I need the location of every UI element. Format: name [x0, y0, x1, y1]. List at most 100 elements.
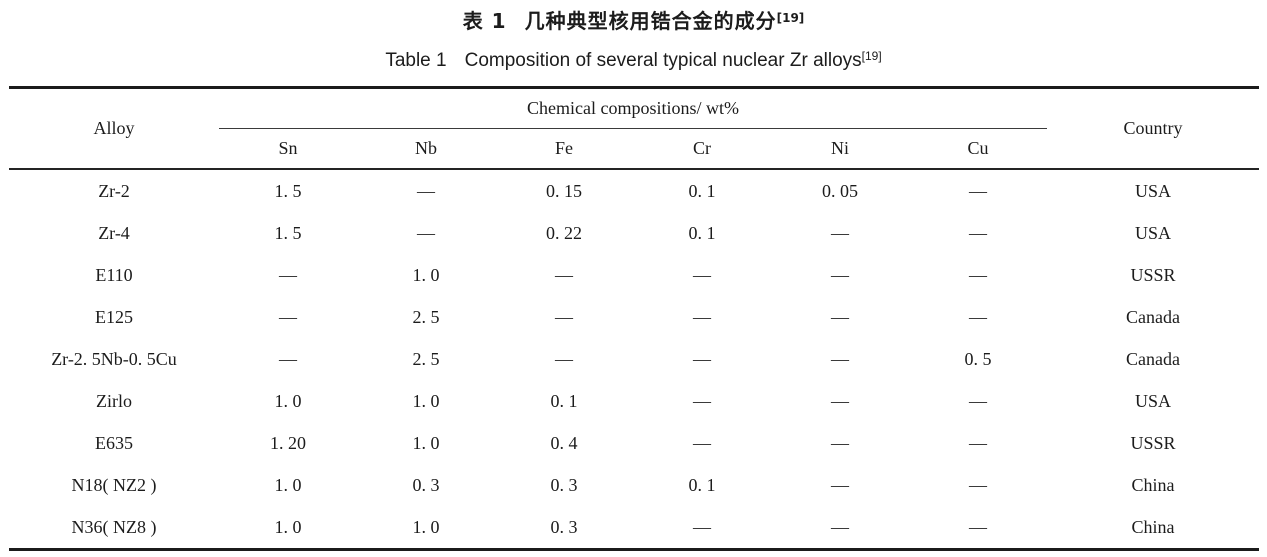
cr-cell: 0. 1	[688, 180, 716, 201]
alloy-cell: Zr-2	[98, 180, 130, 201]
alloy-cell: E125	[95, 306, 133, 327]
ni-cell: 0. 05	[822, 180, 858, 201]
ni-cell: —	[831, 516, 849, 537]
sn-cell: 1. 0	[274, 516, 302, 537]
cu-cell: —	[969, 222, 987, 243]
alloy-column-header: Alloy	[9, 87, 219, 170]
table-title-chinese-text: 几种典型核用锆合金的成分	[524, 9, 777, 33]
nb-cell: —	[417, 222, 435, 243]
cu-cell: —	[969, 474, 987, 495]
alloy-cell: E635	[95, 432, 133, 453]
fe-cell: 0. 4	[550, 432, 578, 453]
sn-cell: 1. 5	[274, 180, 302, 201]
country-cell: USSR	[1130, 264, 1176, 285]
table-title-chinese: 表 1 几种典型核用锆合金的成分[19]	[0, 0, 1267, 34]
cr-cell: —	[693, 390, 711, 411]
nb-cell: —	[417, 180, 435, 201]
ni-cell: —	[831, 390, 849, 411]
cr-cell: —	[693, 516, 711, 537]
sn-cell: —	[279, 264, 297, 285]
alloy-cell: Zr-2. 5Nb-0. 5Cu	[51, 348, 177, 369]
fe-cell: —	[555, 306, 573, 327]
element-column-header-cu: Cu	[909, 128, 1048, 170]
country-cell: USA	[1135, 180, 1172, 201]
ni-cell: —	[831, 306, 849, 327]
cr-cell: —	[693, 432, 711, 453]
country-cell: Canada	[1126, 348, 1180, 369]
fe-cell: 0. 3	[550, 516, 578, 537]
nb-cell: 2. 5	[412, 348, 440, 369]
ni-cell: —	[831, 222, 849, 243]
country-column-header: Country	[1047, 87, 1260, 170]
cr-cell: 0. 1	[688, 222, 716, 243]
fe-cell: 0. 15	[546, 180, 582, 201]
cu-cell: —	[969, 432, 987, 453]
alloy-cell: Zirlo	[96, 390, 132, 411]
nb-cell: 1. 0	[412, 516, 440, 537]
country-cell: USA	[1135, 390, 1172, 411]
composition-table: Alloy Chemical compositions/ wt% Country…	[9, 86, 1260, 551]
ni-cell: —	[831, 474, 849, 495]
nb-cell: 0. 3	[412, 474, 440, 495]
table-row: N18( NZ2 ) 1. 0 0. 3 0. 3 0. 1 — — China	[9, 464, 1259, 506]
cu-cell: —	[969, 390, 987, 411]
alloy-cell: E110	[95, 264, 133, 285]
cu-cell: —	[969, 516, 987, 537]
table-number-chinese: 表 1	[462, 9, 507, 33]
sn-cell: 1. 0	[274, 474, 302, 495]
table-row: Zr-4 1. 5 — 0. 22 0. 1 — — USA	[9, 212, 1259, 254]
cr-cell: 0. 1	[688, 474, 716, 495]
fe-cell: —	[555, 348, 573, 369]
header-row-elements: Sn Nb Fe Cr Ni Cu	[9, 128, 1259, 170]
cu-cell: —	[969, 264, 987, 285]
fe-cell: 0. 22	[546, 222, 582, 243]
element-column-header-ni: Ni	[771, 128, 909, 170]
alloy-cell: N36( NZ8 )	[71, 516, 157, 537]
cu-cell: 0. 5	[964, 348, 992, 369]
table-row: N36( NZ8 ) 1. 0 1. 0 0. 3 — — — China	[9, 506, 1259, 550]
fe-cell: 0. 1	[550, 390, 578, 411]
cu-cell: —	[969, 180, 987, 201]
table-header: Alloy Chemical compositions/ wt% Country…	[9, 87, 1260, 170]
element-column-header-sn: Sn	[219, 128, 357, 170]
element-column-header-nb: Nb	[357, 128, 495, 170]
country-cell: USA	[1135, 222, 1172, 243]
table-number-english: Table 1	[385, 50, 447, 71]
nb-cell: 1. 0	[412, 390, 440, 411]
cr-cell: —	[693, 348, 711, 369]
nb-cell: 1. 0	[412, 432, 440, 453]
country-cell: Canada	[1126, 306, 1180, 327]
country-cell: China	[1131, 474, 1175, 495]
fe-cell: 0. 3	[550, 474, 578, 495]
table-row: E635 1. 20 1. 0 0. 4 — — — USSR	[9, 422, 1259, 464]
cr-cell: —	[693, 264, 711, 285]
table-row: Zr-2 1. 5 — 0. 15 0. 1 0. 05 — USA	[9, 169, 1259, 212]
alloy-cell: Zr-4	[98, 222, 130, 243]
nb-cell: 1. 0	[412, 264, 440, 285]
cu-cell: —	[969, 306, 987, 327]
country-cell: China	[1131, 516, 1175, 537]
table-body: Zr-2 1. 5 — 0. 15 0. 1 0. 05 — USA Zr-4 …	[9, 169, 1259, 550]
sn-cell: 1. 0	[274, 390, 302, 411]
country-cell: USSR	[1130, 432, 1176, 453]
header-row-group: Alloy Chemical compositions/ wt% Country	[9, 87, 1260, 170]
table-row: Zr-2. 5Nb-0. 5Cu — 2. 5 — — — 0. 5 Canad…	[9, 338, 1259, 380]
alloy-cell: N18( NZ2 )	[71, 474, 157, 495]
ni-cell: —	[831, 264, 849, 285]
table-row: E125 — 2. 5 — — — — Canada	[9, 296, 1259, 338]
cr-cell: —	[693, 306, 711, 327]
ni-cell: —	[831, 432, 849, 453]
sn-cell: 1. 20	[270, 432, 306, 453]
sn-cell: —	[279, 306, 297, 327]
table-title-english-text: Composition of several typical nuclear Z…	[464, 50, 862, 71]
chemical-compositions-group-header: Chemical compositions/ wt%	[219, 87, 1048, 129]
citation-ref-chinese: [19]	[776, 11, 805, 25]
element-column-header-fe: Fe	[495, 128, 633, 170]
ni-cell: —	[831, 348, 849, 369]
table-row: E110 — 1. 0 — — — — USSR	[9, 254, 1259, 296]
table-row: Zirlo 1. 0 1. 0 0. 1 — — — USA	[9, 380, 1259, 422]
citation-ref-english: [19]	[861, 49, 882, 63]
element-column-header-cr: Cr	[633, 128, 771, 170]
fe-cell: —	[555, 264, 573, 285]
